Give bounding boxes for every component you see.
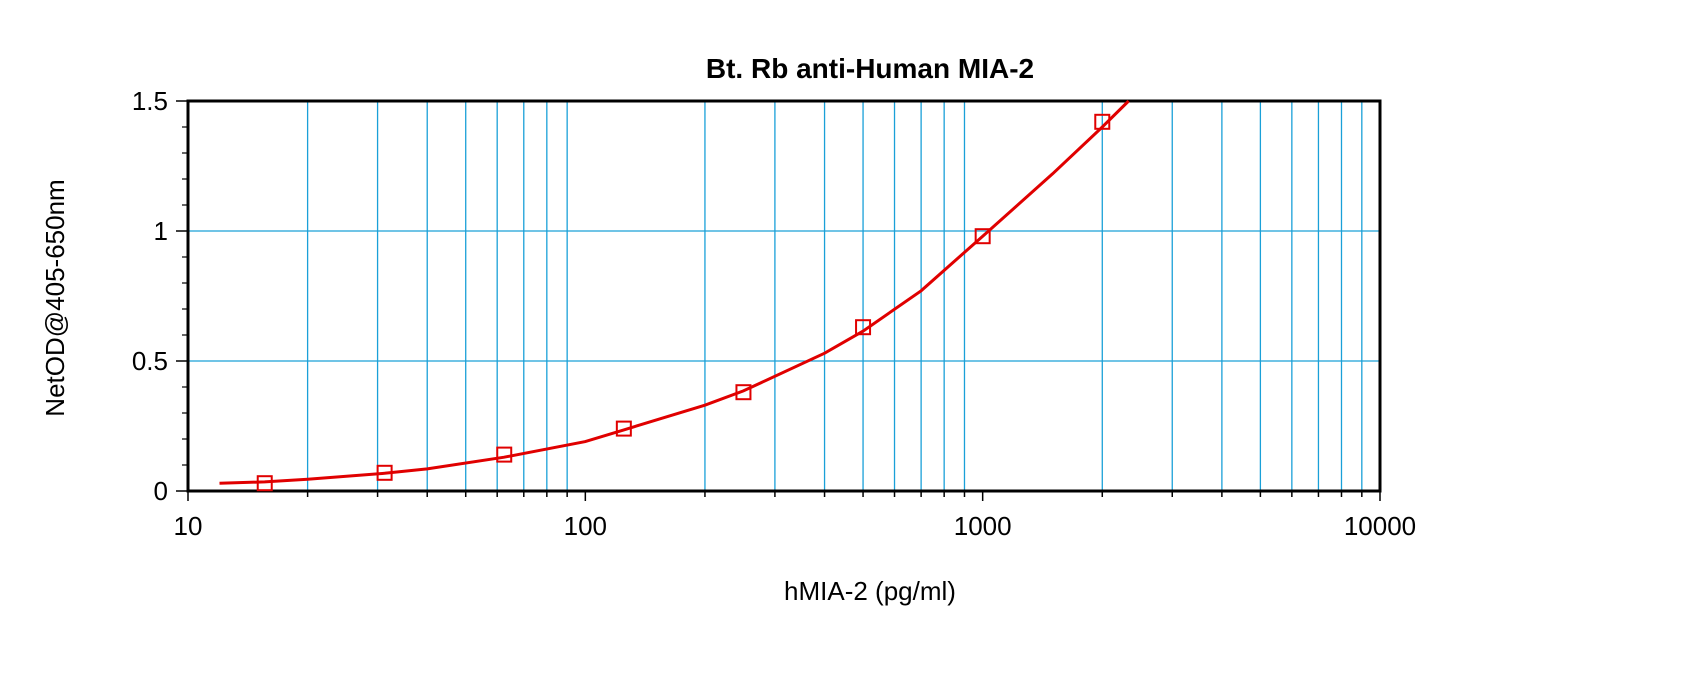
- y-tick-label: 0.5: [132, 346, 168, 376]
- data-point: [1094, 113, 1111, 130]
- plot-area: [186, 99, 1382, 493]
- data-point: [855, 319, 872, 336]
- grid: [188, 101, 1380, 491]
- x-tick-labels: 10 100 1000 10000: [174, 511, 1417, 541]
- y-tick-label: 1: [154, 216, 168, 246]
- data-point: [615, 420, 632, 437]
- y-axis-label: NetOD@405-650nm: [40, 179, 70, 416]
- y-tick-label: 1.5: [132, 86, 168, 116]
- ticks: [176, 100, 1381, 501]
- chart-title: Bt. Rb anti-Human MIA-2: [706, 53, 1034, 84]
- data-point: [496, 446, 513, 463]
- data-point: [735, 384, 752, 401]
- data-point: [376, 464, 393, 481]
- x-tick-label: 10: [174, 511, 203, 541]
- y-tick-label: 0: [154, 476, 168, 506]
- x-tick-label: 100: [564, 511, 607, 541]
- x-axis-label: hMIA-2 (pg/ml): [784, 576, 956, 606]
- data-points: [256, 113, 1111, 492]
- x-tick-label: 10000: [1344, 511, 1416, 541]
- data-point: [256, 475, 273, 492]
- data-point: [974, 228, 991, 245]
- x-tick-label: 1000: [954, 511, 1012, 541]
- fit-curve: [219, 99, 1130, 485]
- y-tick-labels: 0 0.5 1 1.5: [132, 86, 168, 506]
